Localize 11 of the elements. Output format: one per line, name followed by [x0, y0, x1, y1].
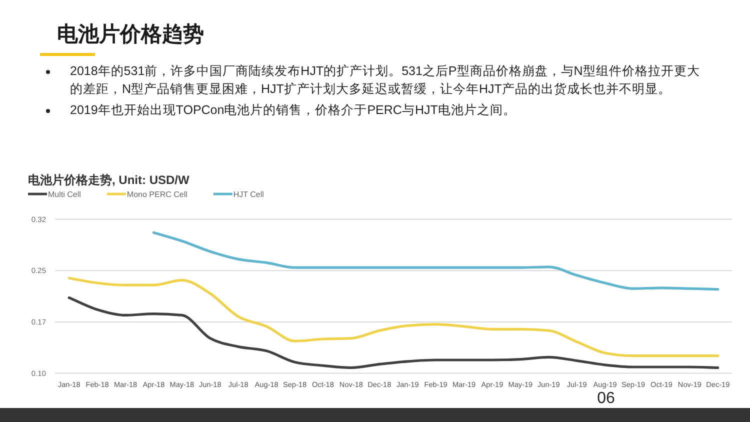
- text: 06: [597, 390, 615, 407]
- chart-subtitle: 电池片价格走势, Unit: USD/W: [28, 173, 190, 187]
- line-series: [68, 296, 720, 369]
- line-series: [68, 276, 720, 358]
- text: 2019年也开始出现TOPCon电池片的销售，价格介于PERC与HJT电池片之间。: [70, 102, 517, 119]
- legend-label: Mono PERC Cell: [126, 190, 188, 199]
- text: 2018年的531前，许多中国厂商陆续发布HJT的扩产计划。531之后P型商品价格崩盘，与N型组件价格拉开更大的差距，N型产品销售更显困难，HJT扩产计划大多延迟或暂缓，让今年HJT产品的出货成长也并不明显。: [70, 63, 701, 98]
- line-series: [152, 231, 720, 291]
- legend-label: Multi Cell: [48, 190, 82, 199]
- legend-label: HJT Cell: [233, 190, 264, 199]
- chart-title: 电池片价格趋势: [57, 22, 204, 48]
